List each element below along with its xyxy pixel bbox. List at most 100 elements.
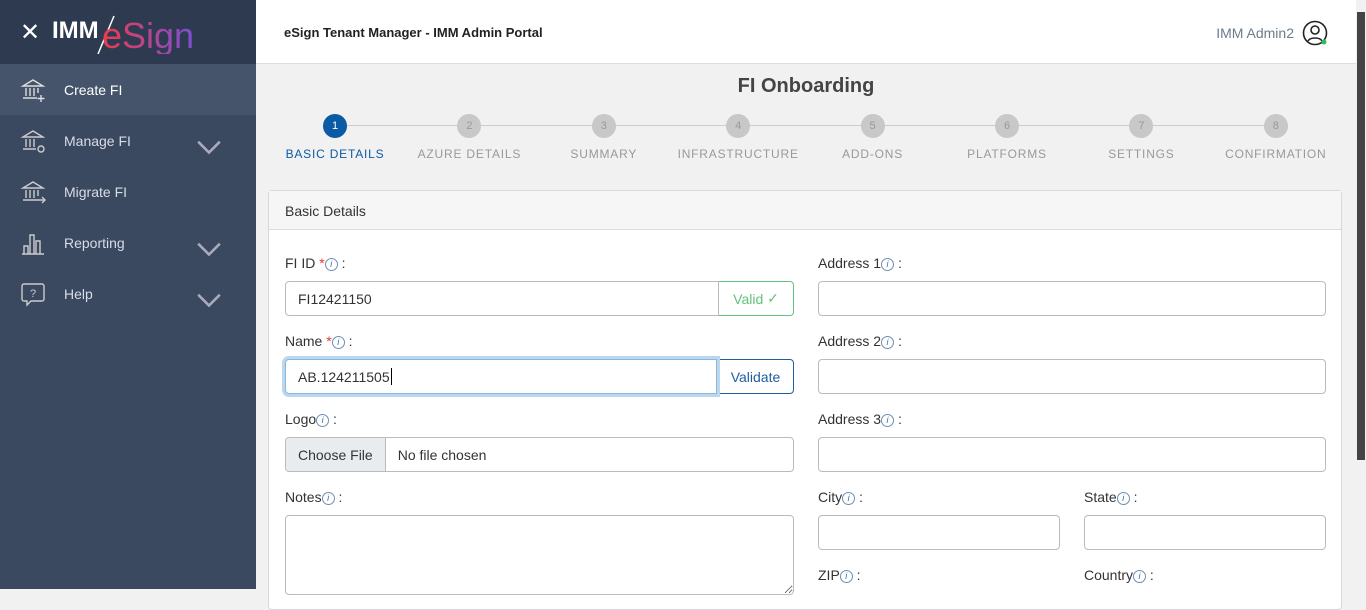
sidebar-item-manage-fi[interactable]: Manage FI <box>0 115 256 166</box>
step-1[interactable]: 1 BASIC DETAILS <box>268 114 402 161</box>
check-icon: ✓ <box>767 290 779 306</box>
basic-details-card: Basic Details FI ID * i : FI12421150 Valid… <box>268 190 1342 610</box>
info-icon[interactable]: i <box>881 414 895 427</box>
info-icon[interactable]: i <box>324 258 338 271</box>
svg-text:IMM: IMM <box>52 17 99 44</box>
info-icon[interactable]: i <box>316 414 330 427</box>
choose-file-button[interactable]: Choose File <box>286 438 386 471</box>
bank-gear-icon <box>20 129 46 153</box>
logo-field: Logo i : Choose File No file chosen <box>285 411 794 472</box>
step-label: AZURE DETAILS <box>417 147 522 161</box>
bank-arrow-icon <box>20 180 46 203</box>
svg-text:eSign: eSign <box>102 15 194 54</box>
scrollbar-thumb[interactable] <box>1357 12 1365 460</box>
zip-field: ZIP i : <box>818 567 1060 593</box>
sidebar: ✕ IMM eSign Create FI Manage FI Migrate FI… <box>0 0 256 589</box>
main-content: FI Onboarding 1 BASIC DETAILS 2 AZURE DETAI… <box>256 64 1356 610</box>
step-number: 3 <box>591 114 616 138</box>
step-label: SUMMARY <box>570 147 638 161</box>
city-label: City i : <box>818 489 863 505</box>
validate-button[interactable]: Validate <box>717 359 794 394</box>
fi-id-label: FI ID * i : <box>285 255 346 271</box>
step-8[interactable]: 8 CONFIRMATION <box>1209 114 1343 161</box>
step-3[interactable]: 3 SUMMARY <box>537 114 671 161</box>
step-2[interactable]: 2 AZURE DETAILS <box>402 114 536 161</box>
top-bar: eSign Tenant Manager - IMM Admin Portal … <box>256 0 1356 64</box>
step-number: 5 <box>860 114 885 138</box>
step-7[interactable]: 7 SETTINGS <box>1074 114 1208 161</box>
logo-file-input[interactable]: Choose File No file chosen <box>285 437 794 472</box>
notes-field: Notes i : <box>285 489 794 595</box>
info-icon[interactable]: i <box>842 492 856 505</box>
info-icon[interactable]: i <box>881 258 895 271</box>
info-icon[interactable]: i <box>321 492 335 505</box>
help-bubble-icon: ? <box>21 282 45 307</box>
country-field: Country i : <box>1084 567 1326 593</box>
step-number: 1 <box>323 114 347 138</box>
bank-plus-icon <box>20 78 46 102</box>
step-label: INFRASTRUCTURE <box>677 147 799 161</box>
address3-input[interactable] <box>818 437 1326 472</box>
step-number: 7 <box>1129 114 1154 138</box>
sidebar-item-label: Help <box>64 285 93 302</box>
step-number: 8 <box>1263 114 1288 138</box>
name-label: Name * i : <box>285 333 353 349</box>
step-label: BASIC DETAILS <box>285 147 385 161</box>
state-input[interactable] <box>1084 515 1326 550</box>
user-menu[interactable]: IMM Admin2 <box>1216 20 1328 46</box>
sidebar-item-create-fi[interactable]: Create FI <box>0 64 256 115</box>
country-label: Country i : <box>1084 567 1154 583</box>
scrollbar[interactable] <box>1356 0 1366 589</box>
info-icon[interactable]: i <box>331 336 345 349</box>
step-5[interactable]: 5 ADD-ONS <box>806 114 940 161</box>
svg-text:?: ? <box>30 288 36 300</box>
name-input[interactable]: AB.124211505 <box>285 359 717 394</box>
stepper: 1 BASIC DETAILS 2 AZURE DETAILS 3 SUMMARY 4 INF… <box>268 114 1348 164</box>
sidebar-item-reporting[interactable]: Reporting <box>0 217 256 268</box>
address1-input[interactable] <box>818 281 1326 316</box>
notes-label: Notes i : <box>285 489 343 505</box>
city-input[interactable] <box>818 515 1060 550</box>
stepper-line <box>335 125 1275 126</box>
sidebar-item-migrate-fi[interactable]: Migrate FI <box>0 166 256 217</box>
page-title: FI Onboarding <box>737 75 875 97</box>
user-avatar-icon <box>1302 20 1328 46</box>
card-title: Basic Details <box>269 191 1341 230</box>
step-4[interactable]: 4 INFRASTRUCTURE <box>671 114 805 161</box>
zip-label: ZIP i : <box>818 567 861 583</box>
step-label: PLATFORMS <box>967 147 1047 161</box>
step-6[interactable]: 6 PLATFORMS <box>940 114 1074 161</box>
info-icon[interactable]: i <box>1133 570 1147 583</box>
step-number: 6 <box>995 114 1019 138</box>
notes-textarea[interactable] <box>285 515 794 595</box>
sidebar-item-label: Create FI <box>64 81 123 98</box>
sidebar-item-label: Manage FI <box>64 132 131 149</box>
step-label: CONFIRMATION <box>1225 147 1327 161</box>
info-icon[interactable]: i <box>839 570 853 583</box>
user-name: IMM Admin2 <box>1216 25 1294 41</box>
sidebar-item-label: Migrate FI <box>64 183 128 200</box>
info-icon[interactable]: i <box>1116 492 1130 505</box>
city-field: City i : <box>818 489 1060 550</box>
sidebar-item-help[interactable]: ? Help <box>0 268 256 319</box>
close-icon[interactable]: ✕ <box>20 18 41 46</box>
chevron-down-icon[interactable] <box>196 235 222 261</box>
state-label: State i : <box>1084 489 1138 505</box>
fi-id-input[interactable]: FI12421150 <box>285 281 719 316</box>
sidebar-item-label: Reporting <box>64 234 125 251</box>
step-number: 2 <box>457 114 482 138</box>
address2-input[interactable] <box>818 359 1326 394</box>
step-number: 4 <box>726 114 751 138</box>
fi-id-field: FI ID * i : FI12421150 Valid ✓ <box>285 255 794 316</box>
chevron-down-icon[interactable] <box>196 286 222 312</box>
info-icon[interactable]: i <box>881 336 895 349</box>
chevron-down-icon[interactable] <box>196 133 222 159</box>
step-label: SETTINGS <box>1108 147 1175 161</box>
name-field: Name * i : AB.124211505 Validate <box>285 333 794 394</box>
app-title: eSign Tenant Manager - IMM Admin Portal <box>284 25 543 40</box>
logo-label: Logo i : <box>285 411 337 427</box>
